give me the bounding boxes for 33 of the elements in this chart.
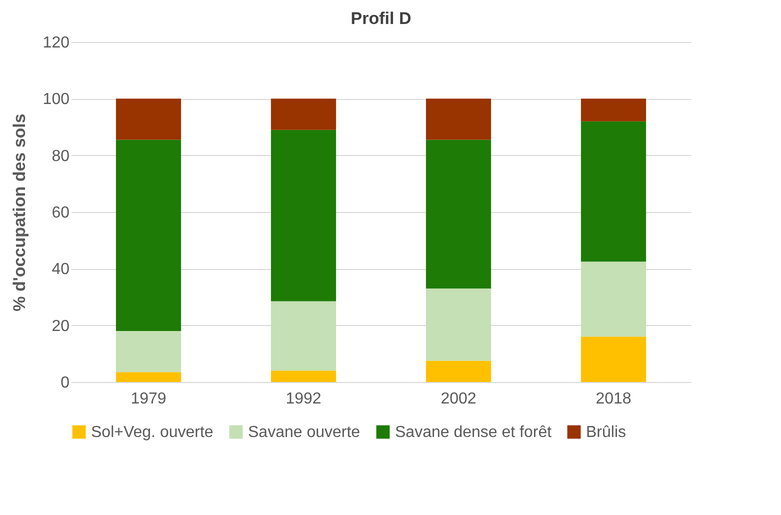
x-tick-label: 1992 — [286, 390, 322, 408]
bar — [580, 121, 646, 262]
bar — [116, 140, 182, 331]
y-tick-label: 60 — [52, 204, 70, 222]
x-tick-label: 1979 — [130, 390, 166, 408]
bar — [270, 301, 336, 371]
y-tick-label: 80 — [52, 148, 70, 165]
x-tick-label: 2002 — [440, 390, 476, 408]
y-tick-label: 100 — [42, 91, 70, 108]
bar — [116, 372, 182, 382]
bar — [270, 370, 336, 382]
bar — [270, 98, 336, 130]
legend-label: Sol+Veg. ouverte — [91, 424, 214, 441]
bar — [116, 98, 182, 140]
y-tick-label: 40 — [52, 261, 70, 278]
y-tick-label: 0 — [60, 374, 70, 392]
bar — [426, 360, 492, 382]
legend-label: Savane dense et forêt — [395, 424, 552, 441]
y-tick-label: 120 — [42, 34, 70, 52]
y-tick-label: 20 — [52, 318, 70, 335]
bar — [116, 331, 182, 372]
y-axis-title: % d'occupation des sols — [10, 114, 29, 312]
bar — [426, 288, 492, 361]
bar — [426, 98, 492, 140]
legend-label: Brûlis — [586, 424, 626, 441]
bar — [426, 140, 492, 288]
bar — [580, 336, 646, 382]
chart-title: Profil D — [350, 9, 412, 28]
bar — [270, 130, 336, 302]
legend-label: Savane ouverte — [248, 424, 360, 441]
x-tick-label: 2018 — [596, 390, 632, 408]
bar — [580, 98, 646, 122]
bar — [580, 262, 646, 337]
